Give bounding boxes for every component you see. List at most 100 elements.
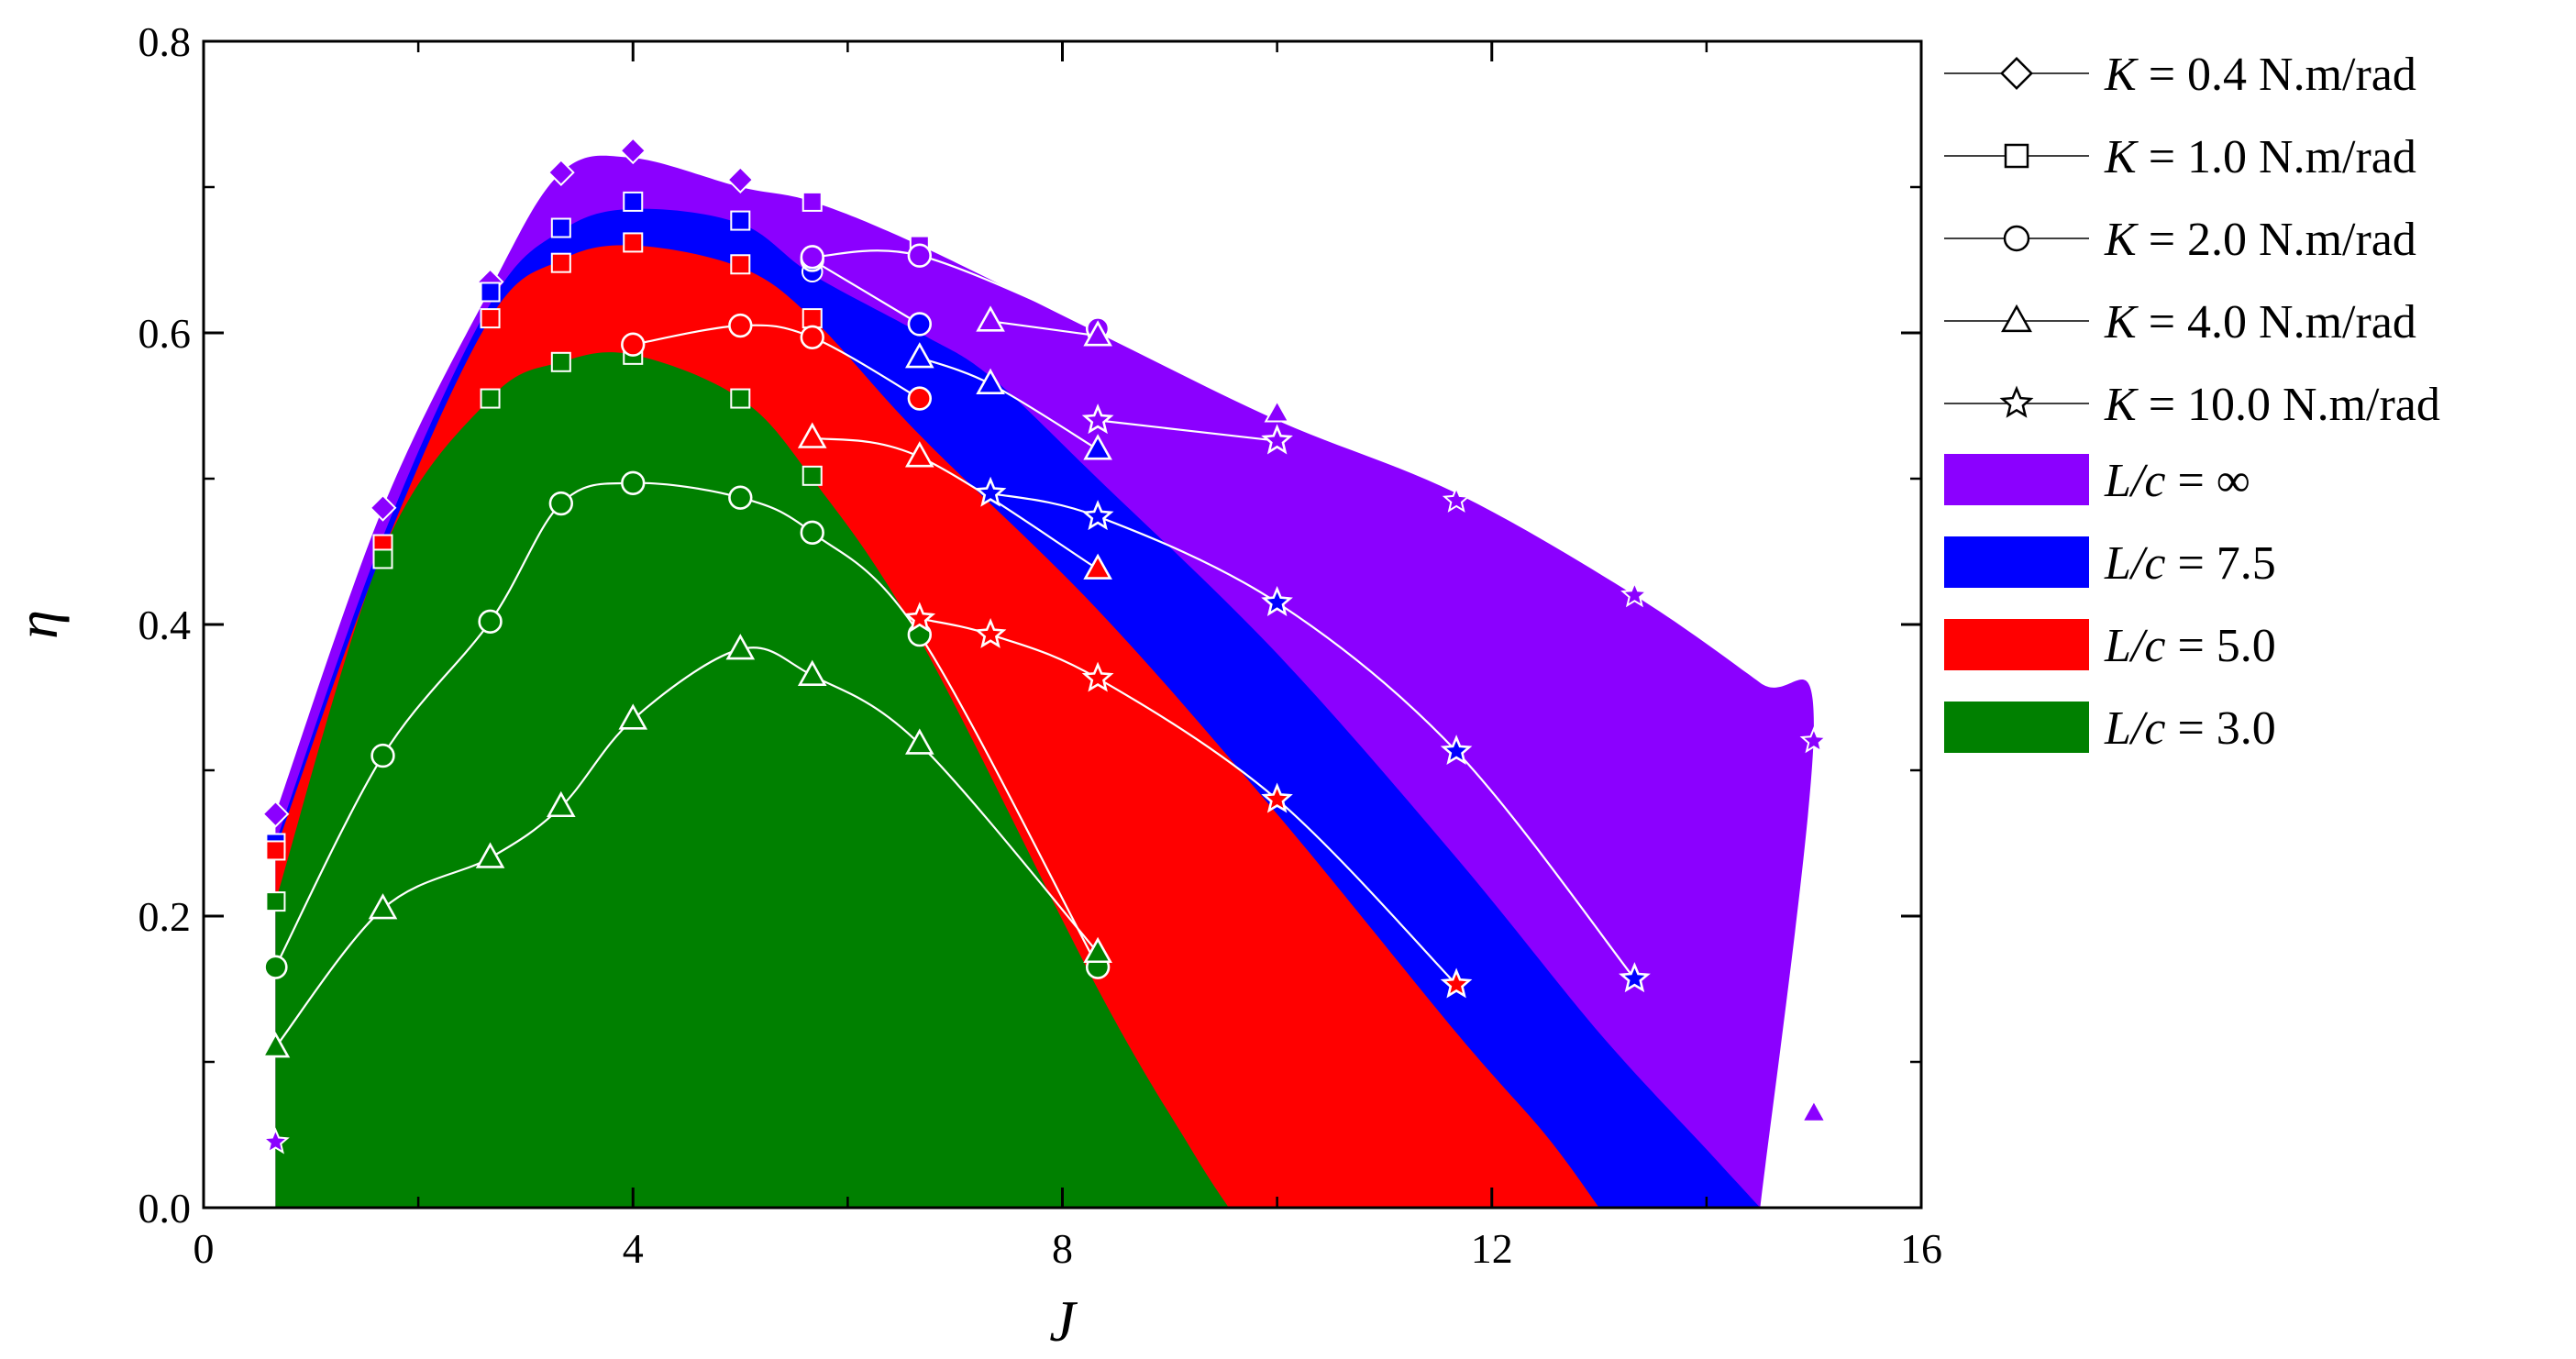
curve-marker-0-3 bbox=[548, 491, 573, 516]
x-tick-label: 8 bbox=[1052, 1225, 1073, 1272]
filled-marker-5-2 bbox=[550, 217, 571, 238]
filled-marker-7-4 bbox=[623, 232, 644, 253]
curve-marker-4-0 bbox=[903, 602, 936, 633]
legend-label: K = 1.0 N.m/rad bbox=[2104, 131, 2416, 183]
legend-label: K = 10.0 N.m/rad bbox=[2104, 379, 2440, 431]
filled-marker-5-4 bbox=[730, 210, 751, 231]
curve-marker-0-4 bbox=[621, 470, 646, 495]
legend-var: L/c bbox=[2104, 455, 2165, 507]
legend-var: K bbox=[2104, 296, 2139, 348]
curve-marker-4-1 bbox=[974, 617, 1007, 648]
curve-marker-1-4 bbox=[618, 703, 648, 730]
filled-marker-4-3 bbox=[261, 1127, 290, 1155]
curve-marker-9-1 bbox=[1083, 320, 1112, 347]
filled-marker-3-1 bbox=[1800, 1099, 1827, 1122]
curve-marker-3-1 bbox=[905, 441, 934, 468]
legend-var: L/c bbox=[2104, 702, 2165, 755]
legend-label: L/c = 5.0 bbox=[2104, 620, 2276, 672]
curve-marker-7-4 bbox=[1619, 962, 1651, 993]
curve-marker-8-0 bbox=[800, 245, 824, 270]
curve-marker-6-0 bbox=[905, 342, 934, 369]
curve-line-7 bbox=[989, 492, 1636, 980]
curve-marker-9-0 bbox=[976, 305, 1005, 332]
curve-marker-0-5 bbox=[728, 485, 753, 510]
legend-var: K bbox=[2104, 131, 2139, 183]
y-axis-title: η bbox=[5, 610, 70, 639]
filled-marker-5-3 bbox=[623, 191, 644, 212]
legend-label: L/c = 7.5 bbox=[2104, 537, 2276, 590]
filled-marker-7-6 bbox=[802, 308, 823, 329]
filled-marker-0-5 bbox=[726, 166, 755, 193]
curve-marker-1-3 bbox=[547, 790, 576, 818]
legend-value: = 7.5 bbox=[2165, 537, 2275, 590]
legend-var: L/c bbox=[2104, 620, 2165, 672]
filled-marker-8-3 bbox=[550, 351, 571, 372]
curve-marker-1-6 bbox=[797, 659, 827, 686]
legend-value: = 5.0 bbox=[2165, 620, 2275, 672]
legend-circle-icon bbox=[2003, 225, 2030, 252]
curve-marker-6-1 bbox=[976, 368, 1005, 394]
curve-marker-4-2 bbox=[1081, 661, 1114, 692]
filled-marker-8-0 bbox=[265, 891, 286, 912]
filled-marker-8-5 bbox=[730, 388, 751, 409]
legend-value: = 0.4 N.m/rad bbox=[2137, 49, 2416, 101]
legend-triangle-icon bbox=[2001, 304, 2032, 333]
y-tick-label: 0.0 bbox=[138, 1185, 192, 1232]
filled-marker-4-2 bbox=[1799, 726, 1829, 754]
curve-marker-2-2 bbox=[800, 325, 824, 349]
curve-marker-7-3 bbox=[1440, 735, 1473, 766]
legend-value: = 2.0 N.m/rad bbox=[2137, 214, 2416, 266]
filled-marker-1-0 bbox=[802, 191, 823, 212]
filled-regions bbox=[275, 155, 1814, 1208]
x-tick-label: 12 bbox=[1471, 1225, 1513, 1272]
curve-marker-6-2 bbox=[1083, 434, 1112, 460]
filled-marker-4-1 bbox=[1620, 580, 1649, 608]
axes: 0 4 8 12 16 0.0 0.2 0.4 0.6 0.8 Jη bbox=[5, 18, 1942, 1353]
filled-marker-4-0 bbox=[1442, 485, 1471, 513]
curve-marker-0-6 bbox=[800, 520, 824, 546]
legend-label: K = 0.4 N.m/rad bbox=[2104, 49, 2416, 101]
legend-var: K bbox=[2104, 49, 2139, 101]
legend-value: = ∞ bbox=[2165, 455, 2250, 507]
curve-marker-4-4 bbox=[1440, 967, 1473, 999]
curve-marker-1-5 bbox=[725, 634, 756, 660]
curve-marker-1-0 bbox=[260, 1032, 291, 1058]
legend-value: = 1.0 N.m/rad bbox=[2137, 131, 2416, 183]
curve-marker-1-2 bbox=[475, 842, 505, 868]
filled-marker-7-5 bbox=[730, 254, 751, 275]
filled-marker-8-2 bbox=[480, 388, 501, 409]
curve-marker-7-1 bbox=[1081, 500, 1114, 531]
y-tick-label: 0.8 bbox=[138, 18, 192, 65]
legend-label: L/c = 3.0 bbox=[2104, 702, 2276, 755]
filled-marker-0-4 bbox=[619, 137, 647, 165]
filled-marker-7-2 bbox=[480, 308, 501, 329]
curve-line-10 bbox=[1097, 419, 1277, 442]
legend-var: L/c bbox=[2104, 537, 2165, 590]
legend-diamond-icon bbox=[2000, 57, 2033, 90]
filled-marker-3-0 bbox=[1264, 399, 1290, 423]
filled-marker-5-1 bbox=[480, 282, 501, 303]
legend-swatch bbox=[1944, 702, 2089, 753]
x-tick-label: 4 bbox=[623, 1225, 644, 1272]
curve-marker-2-0 bbox=[621, 332, 646, 357]
legend-value: = 4.0 N.m/rad bbox=[2137, 296, 2416, 348]
curve-marker-0-0 bbox=[263, 955, 288, 979]
legend-label: L/c = ∞ bbox=[2104, 455, 2250, 507]
legend-swatch bbox=[1944, 454, 2089, 505]
x-axis-title: J bbox=[1049, 1288, 1078, 1353]
curve-marker-3-2 bbox=[1083, 553, 1112, 580]
filled-marker-7-3 bbox=[550, 252, 571, 273]
curve-marker-1-8 bbox=[1083, 936, 1112, 964]
curve-marker-0-1 bbox=[370, 743, 395, 768]
curve-marker-10-1 bbox=[1261, 424, 1293, 455]
legend-swatch bbox=[1944, 619, 2089, 670]
curve-marker-4-3 bbox=[1261, 782, 1293, 813]
x-tick-label: 0 bbox=[193, 1225, 215, 1272]
legend-star-icon bbox=[1999, 385, 2034, 418]
legend-label: K = 4.0 N.m/rad bbox=[2104, 296, 2416, 348]
curve-marker-7-2 bbox=[1261, 585, 1293, 616]
curve-marker-2-1 bbox=[728, 313, 753, 338]
markers bbox=[260, 137, 1829, 1155]
